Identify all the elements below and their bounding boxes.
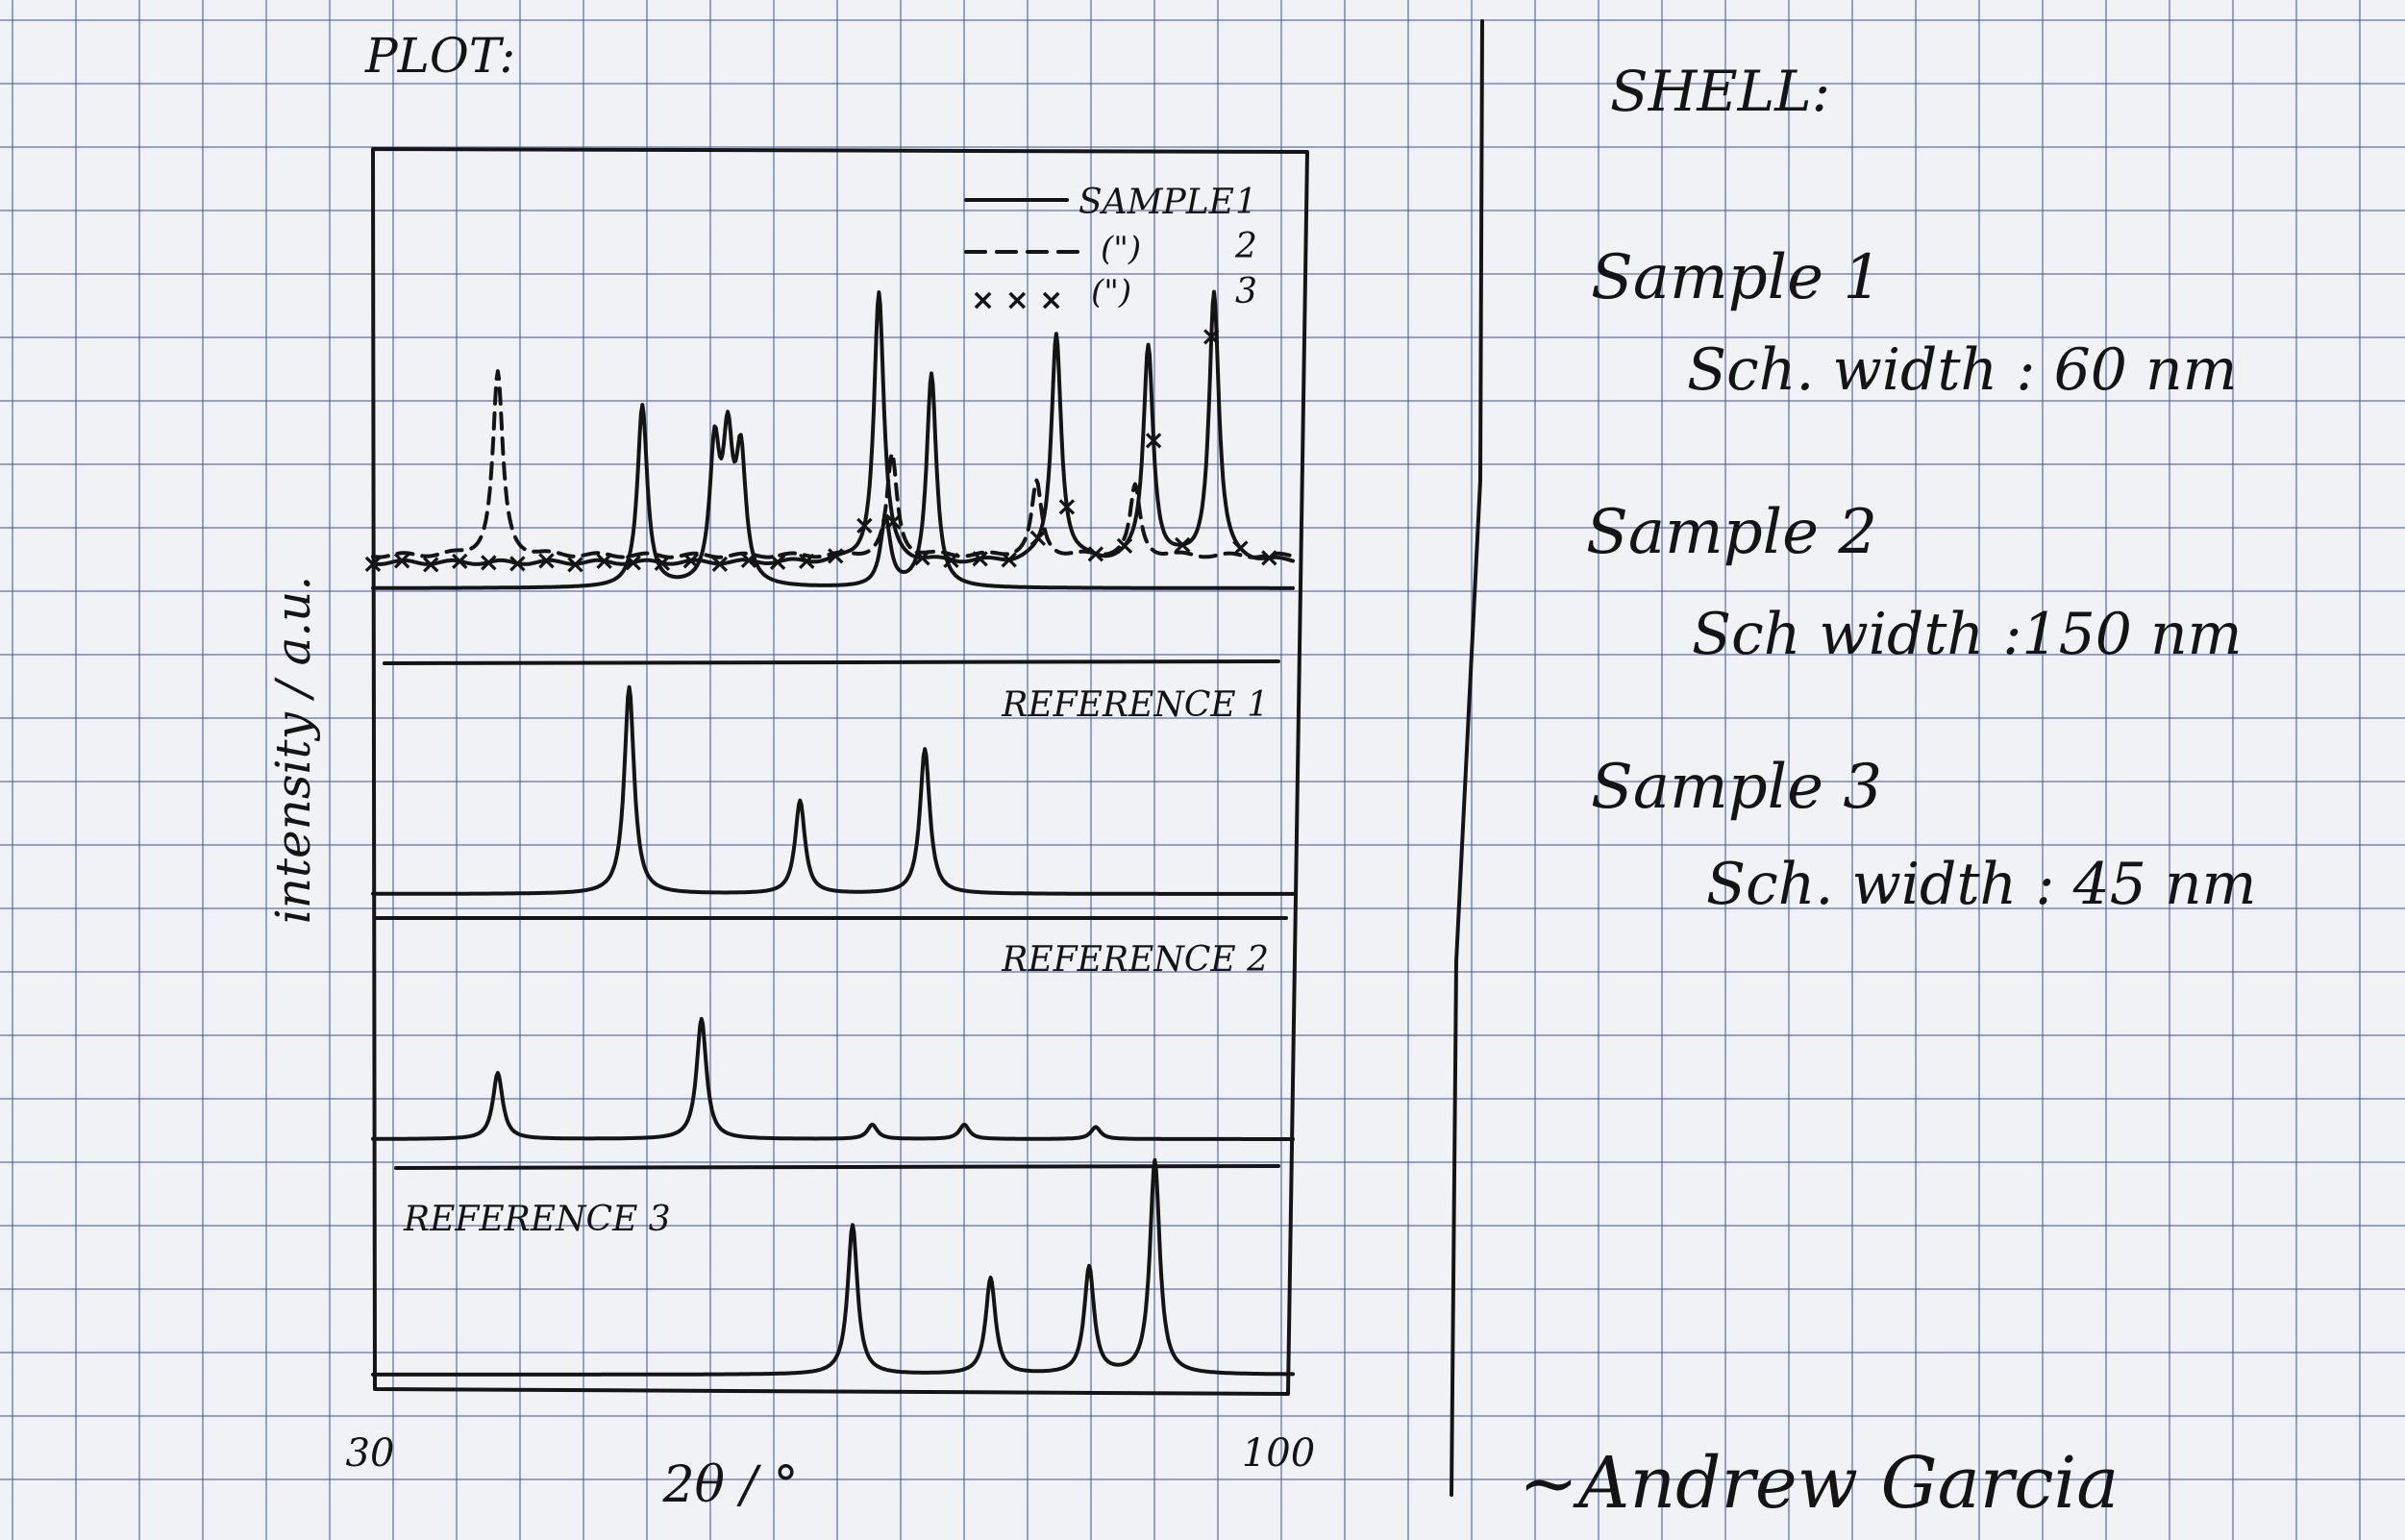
series-x-marker: × (854, 509, 876, 540)
series-line-3-1 (371, 1016, 1295, 1141)
series-x-marker: × (564, 548, 586, 580)
series-x-marker: × (795, 544, 817, 576)
legend-label-2: (") (1101, 230, 1141, 268)
panel-divider (383, 659, 1280, 665)
plot-heading: PLOT: (364, 28, 515, 84)
y-axis-label: intensity / a.u. (265, 576, 321, 925)
x-tick-label-min: 30 (346, 1431, 395, 1476)
series-x-marker: × (1229, 532, 1252, 563)
series-line-1-1 (371, 371, 1295, 590)
series-x-marker: × (708, 548, 731, 580)
series-x-marker: × (535, 544, 558, 576)
shell-sample-2-label: Sample 2 (1586, 497, 1877, 568)
series-x-marker: × (998, 543, 1020, 575)
series-x-marker: × (593, 544, 615, 576)
series-line-1-2 (371, 369, 1295, 559)
series-x-marker: × (1171, 528, 1193, 559)
series-line-1-3 (371, 289, 1295, 566)
series-x-marker: × (680, 544, 702, 576)
series-x-marker: × (1027, 522, 1049, 554)
series-x-marker: × (651, 547, 673, 579)
series-x-marker: × (882, 506, 905, 537)
series-x-marker: × (1142, 424, 1164, 456)
series-line-4-1 (371, 1157, 1295, 1377)
legend-number-1: 1 (1235, 183, 1257, 222)
chart-frame (371, 147, 1309, 1396)
series-x-marker: × (1113, 530, 1135, 561)
page-divider (1450, 19, 1484, 1497)
series-x-marker: × (1084, 537, 1106, 569)
chart-legend: × × × SAMPLE (") (") 1 2 3 (964, 183, 1257, 317)
series-x-marker: × (419, 548, 441, 580)
x-tick-label-max: 100 (1242, 1431, 1315, 1476)
series-x-marker: × (1200, 320, 1222, 352)
series-x-marker: × (507, 547, 529, 579)
series-x-marker: × (911, 541, 933, 573)
legend-number-3: 3 (1235, 272, 1257, 311)
series-x-marker: × (390, 544, 412, 576)
series-x-marker: × (478, 546, 500, 578)
legend-label-3: (") (1091, 273, 1131, 311)
shell-sample-3-value: Sch. width : 45 nm (1706, 851, 2257, 918)
series-x-marker: × (622, 546, 644, 578)
series-x-marker: × (1055, 490, 1078, 522)
panel-title-reference-2: REFERENCE 2 (1001, 940, 1269, 980)
x-axis-label: 2θ / ° (662, 1456, 799, 1514)
shell-heading: SHELL: (1610, 59, 1830, 124)
shell-notes: Sample 1 Sch. width : 60 nm Sample 2 Sch… (1586, 242, 2257, 918)
series-x-marker: × (1258, 541, 1280, 573)
panel-divider (394, 1164, 1280, 1170)
shell-sample-1-label: Sample 1 (1591, 242, 1882, 313)
panel-title-reference-3: REFERENCE 3 (403, 1200, 671, 1239)
panel-title-reference-1: REFERENCE 1 (1001, 685, 1269, 725)
series-x-marker: × (969, 542, 991, 574)
legend-marker-x: × × × (971, 284, 1063, 317)
shell-sample-2-value: Sch width :150 nm (1692, 601, 2243, 668)
series-x-marker: × (766, 545, 788, 577)
legend-number-2: 2 (1234, 227, 1257, 266)
chart-series-layer: × × × × × × × × × × × × × × × × ×× ×× × × ×××× ××××× × (361, 289, 1295, 1377)
series-x-marker: × (940, 543, 962, 575)
legend-label-1: SAMPLE (1079, 183, 1234, 222)
series-x-marker: × (448, 545, 470, 577)
series-x-marker: × (737, 544, 759, 576)
series-x-marker: × (824, 539, 846, 571)
shell-sample-3-label: Sample 3 (1591, 752, 1882, 823)
signature: ~Andrew Garcia (1519, 1442, 2119, 1525)
shell-sample-1-value: Sch. width : 60 nm (1687, 336, 2238, 404)
plot-border (371, 147, 1309, 1396)
series-x-marker: × (361, 547, 384, 579)
series-line-2-1 (371, 684, 1295, 896)
